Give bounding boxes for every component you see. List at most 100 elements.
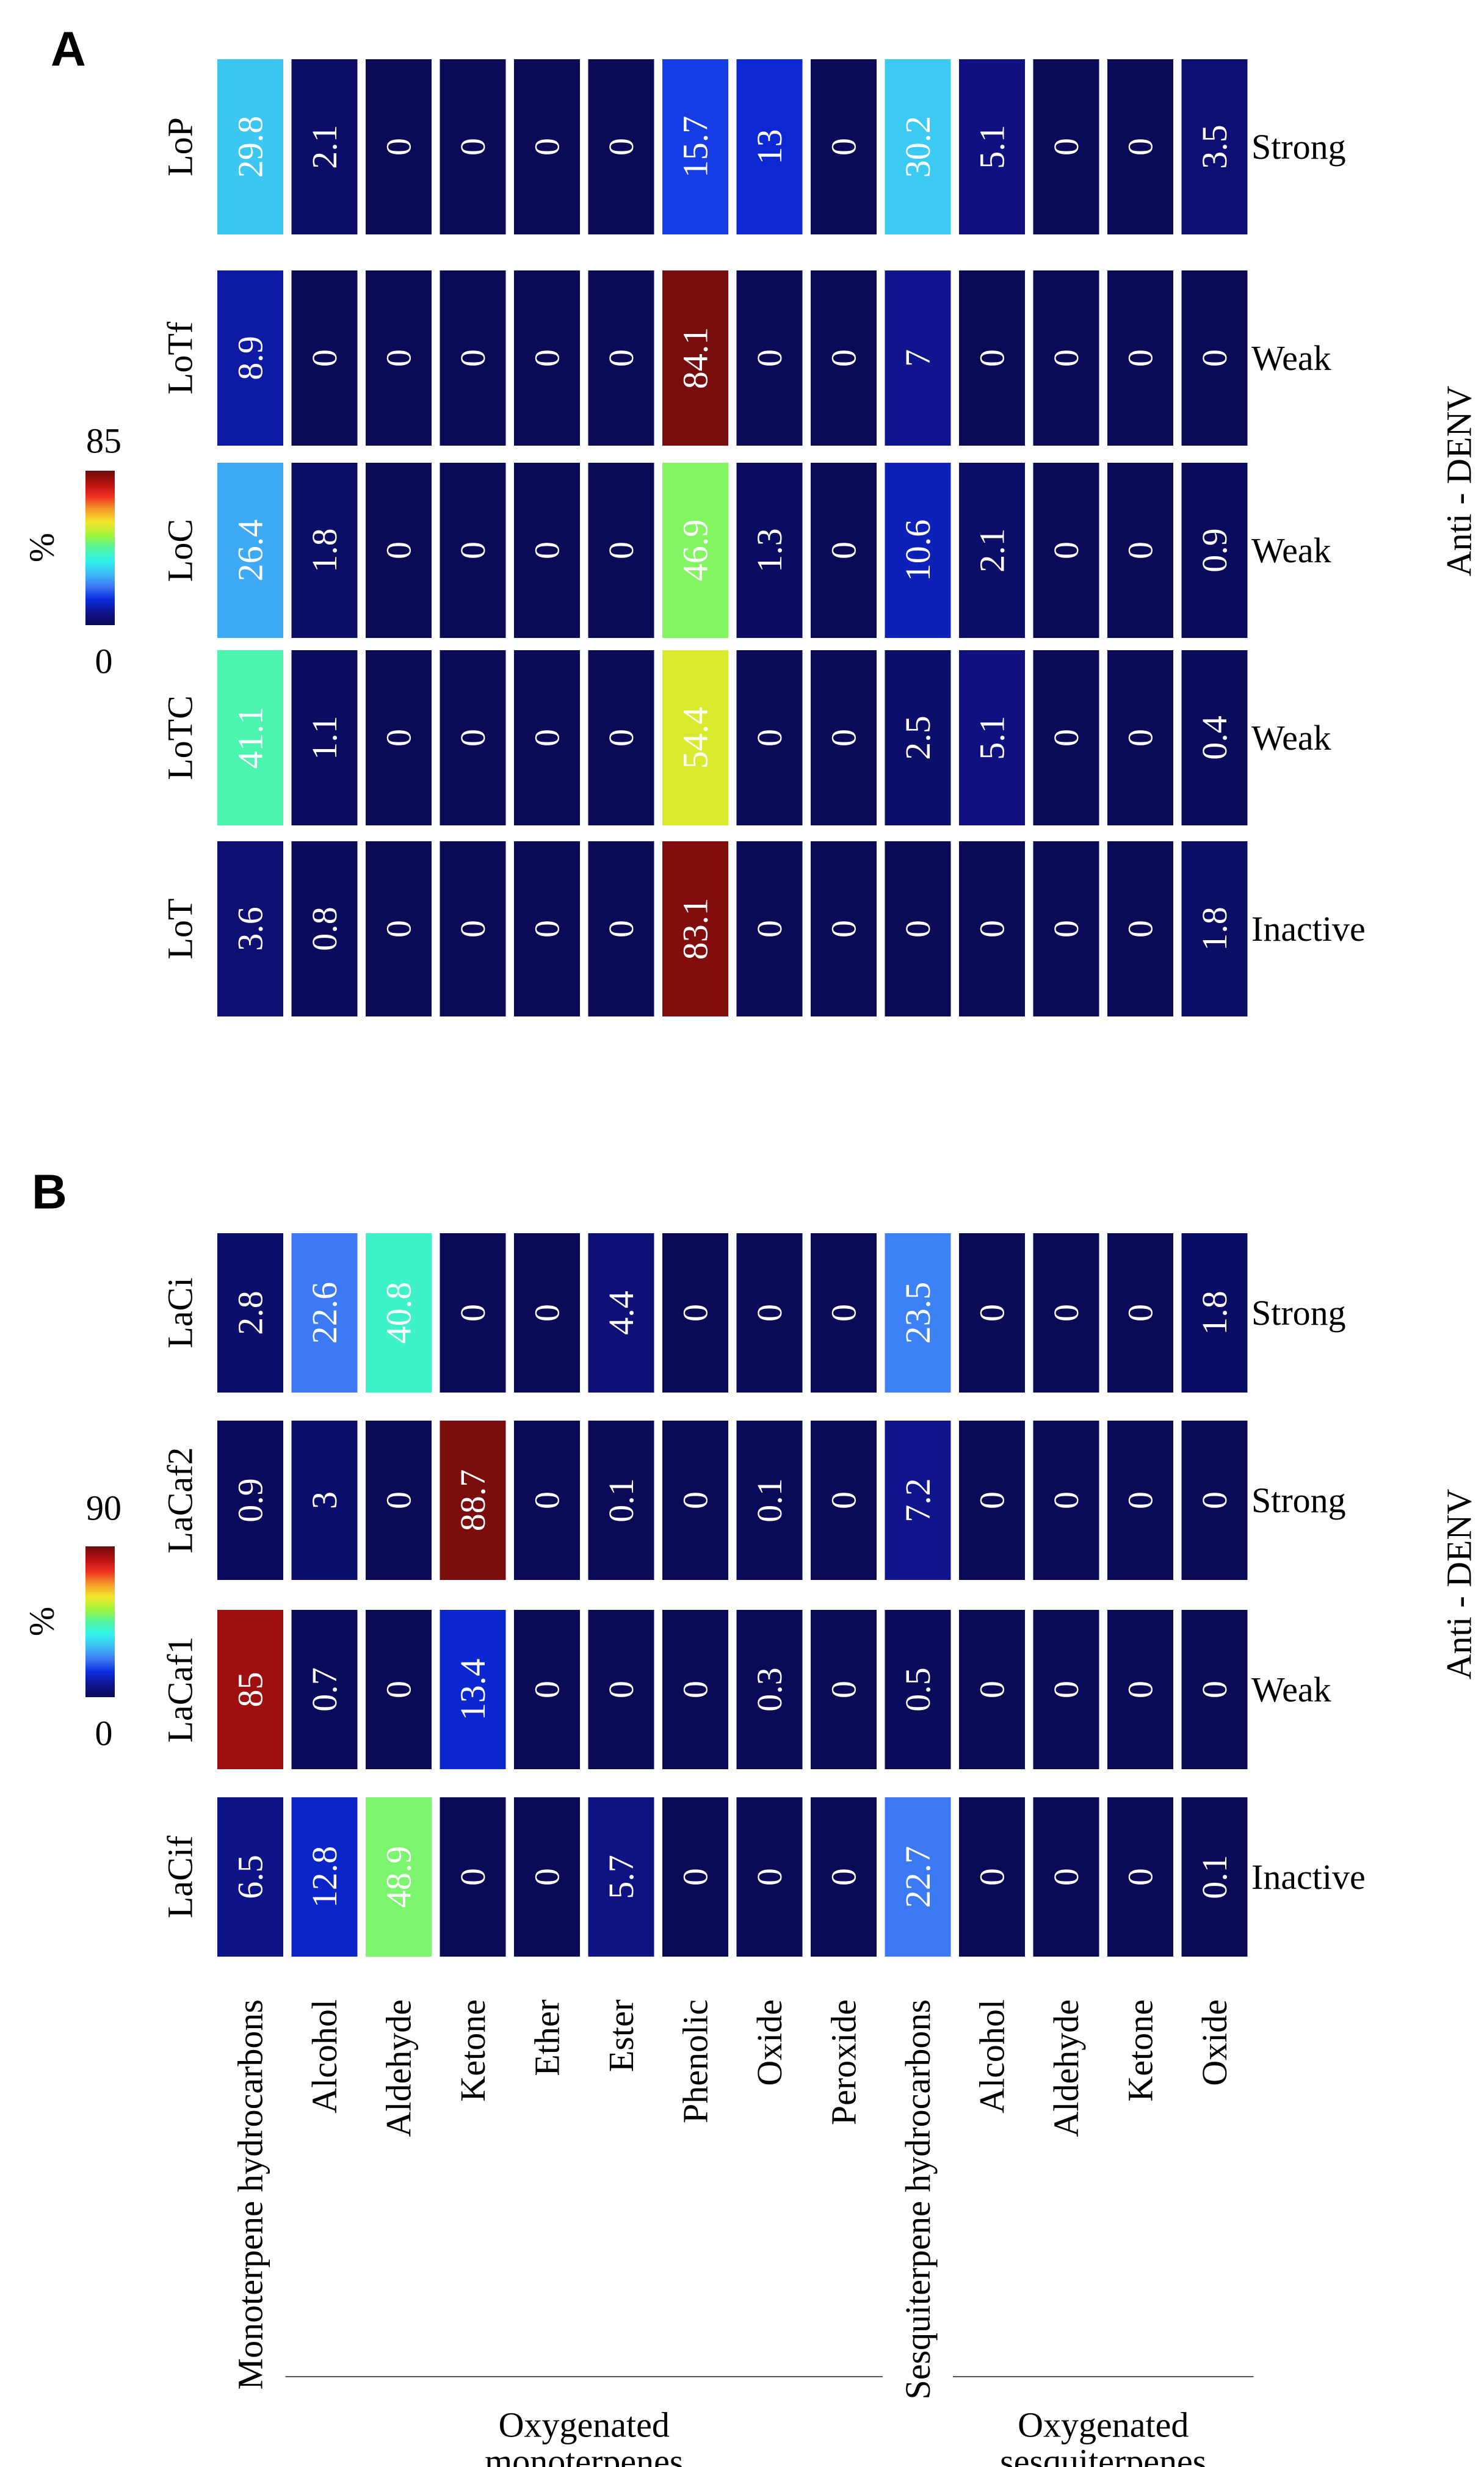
- heatmap-cell: [959, 1421, 1025, 1580]
- cell-value: 10.6: [898, 520, 938, 582]
- heatmap-cell: [291, 1233, 358, 1393]
- heatmap-cell: [885, 59, 951, 234]
- cell-value: 0: [1046, 138, 1086, 156]
- cell-value: 0: [379, 138, 419, 156]
- cell-value: 22.7: [898, 1846, 938, 1908]
- heatmap-cell: [440, 1610, 506, 1769]
- cell-value: 6.5: [231, 1855, 270, 1899]
- cell-value: 0: [527, 1491, 567, 1509]
- row-label: LaCaf1: [161, 1637, 200, 1743]
- cell-value: 0: [1195, 1681, 1234, 1698]
- heatmap-cell: [366, 650, 432, 825]
- heatmap-cell: [440, 463, 506, 638]
- cell-value: 48.9: [379, 1846, 419, 1908]
- cell-value: 12.8: [305, 1846, 344, 1908]
- heatmap-cell: [662, 1421, 728, 1580]
- heatmap-cell: [588, 1421, 654, 1580]
- heatmap-cell: [217, 463, 283, 638]
- activity-label: Strong: [1251, 127, 1346, 167]
- cell-value: 0: [1046, 920, 1086, 938]
- heatmap-cell: [1033, 1610, 1099, 1769]
- panel-a: A 29.8 2.1 0 0 0 0 15.7 13 0 30.2 5.1 0 0 3.5 LoP Strong…: [22, 22, 1479, 1016]
- heatmap-cell: [588, 1610, 654, 1769]
- column-label: Aldehyde: [1046, 1999, 1086, 2137]
- cell-value: 0: [379, 1491, 419, 1509]
- heatmap-cell: [885, 1797, 951, 1957]
- heatmap-cell: [1181, 270, 1248, 446]
- heatmap-cell: [662, 270, 728, 446]
- color-scale-bar: [85, 1546, 115, 1697]
- heatmap-cell: [662, 463, 728, 638]
- heatmap-cell: [959, 270, 1025, 446]
- heatmap-cell: [588, 841, 654, 1016]
- heatmap-cell: [959, 1610, 1025, 1769]
- cell-value: 0: [379, 729, 419, 747]
- heatmap-cell: [291, 270, 358, 446]
- heatmap-cell: [217, 650, 283, 825]
- cell-value: 0: [1121, 349, 1160, 367]
- activity-label: Strong: [1251, 1480, 1346, 1520]
- cell-value: 1.8: [1195, 1291, 1234, 1335]
- heatmap-cell: [588, 1797, 654, 1957]
- heatmap-cell: [959, 1797, 1025, 1957]
- heatmap-row-lop: 29.8 2.1 0 0 0 0 15.7 13 0 30.2 5.1 0 0 3.5: [217, 59, 1248, 234]
- heatmap-cell: [959, 59, 1025, 234]
- row-label: LoC: [161, 519, 200, 582]
- group-label-line2: monoterpenes: [485, 2442, 683, 2467]
- heatmap-cell: [291, 463, 358, 638]
- cell-value: 0.8: [305, 907, 344, 951]
- cell-value: 8.9: [231, 336, 270, 380]
- cell-value: 0: [824, 138, 864, 156]
- group-label-line2: sesquiterpenes: [1000, 2442, 1206, 2467]
- cell-value: 0: [379, 1681, 419, 1698]
- activity-label: Weak: [1251, 531, 1331, 570]
- cell-value: 0.1: [750, 1478, 789, 1523]
- cell-value: 0: [453, 729, 493, 747]
- heatmap-cell: [291, 841, 358, 1016]
- heatmap-row-lacif: 6.5 12.8 48.9 0 0 5.7 0 0 0 22.7 0 0 0 0.1: [217, 1797, 1248, 1957]
- heatmap-cell: [366, 59, 432, 234]
- heatmap-cell: [1107, 463, 1173, 638]
- cell-value: 0: [750, 1304, 789, 1322]
- cell-value: 0: [379, 542, 419, 559]
- heatmap-cell: [885, 1421, 951, 1580]
- heatmap-cell: [440, 1421, 506, 1580]
- cell-value: 0: [1121, 542, 1160, 559]
- heatmap-cell: [885, 841, 951, 1016]
- cell-value: 0.3: [750, 1667, 789, 1712]
- heatmap-cell: [440, 1233, 506, 1393]
- cell-value: 0.9: [231, 1478, 270, 1523]
- heatmap-cell: [885, 650, 951, 825]
- cell-value: 4.4: [601, 1291, 641, 1335]
- heatmap-cell: [366, 270, 432, 446]
- heatmap-cell: [440, 1797, 506, 1957]
- cell-value: 0: [750, 920, 789, 938]
- cell-value: 0: [601, 729, 641, 747]
- heatmap-cell: [662, 59, 728, 234]
- heatmap-cell: [736, 841, 803, 1016]
- heatmap-cell: [366, 1233, 432, 1393]
- heatmap-cell: [885, 463, 951, 638]
- heatmap-cell: [736, 1233, 803, 1393]
- heatmap-row-lotf: 8.9 0 0 0 0 0 84.1 0 0 7 0 0 0 0: [217, 270, 1248, 446]
- heatmap-cell: [736, 59, 803, 234]
- column-label: Ketone: [1121, 1999, 1160, 2102]
- row-label: LoT: [161, 899, 200, 960]
- heatmap-cell: [736, 1610, 803, 1769]
- heatmap-cell: [811, 1610, 877, 1769]
- cell-value: 0: [1195, 1491, 1234, 1509]
- row-label: LoP: [161, 117, 200, 176]
- cell-value: 0: [824, 349, 864, 367]
- cell-value: 0.1: [1195, 1855, 1234, 1899]
- cell-value: 2.8: [231, 1291, 270, 1335]
- cell-value: 0: [527, 542, 567, 559]
- heatmap-cell: [1033, 270, 1099, 446]
- cell-value: 5.1: [972, 715, 1012, 760]
- heatmap-cell: [1181, 650, 1248, 825]
- heatmap-cell: [588, 59, 654, 234]
- heatmap-cell: [1033, 1421, 1099, 1580]
- cell-value: 13: [750, 129, 789, 165]
- cell-value: 0.4: [1195, 715, 1234, 760]
- cell-value: 0.7: [305, 1667, 344, 1712]
